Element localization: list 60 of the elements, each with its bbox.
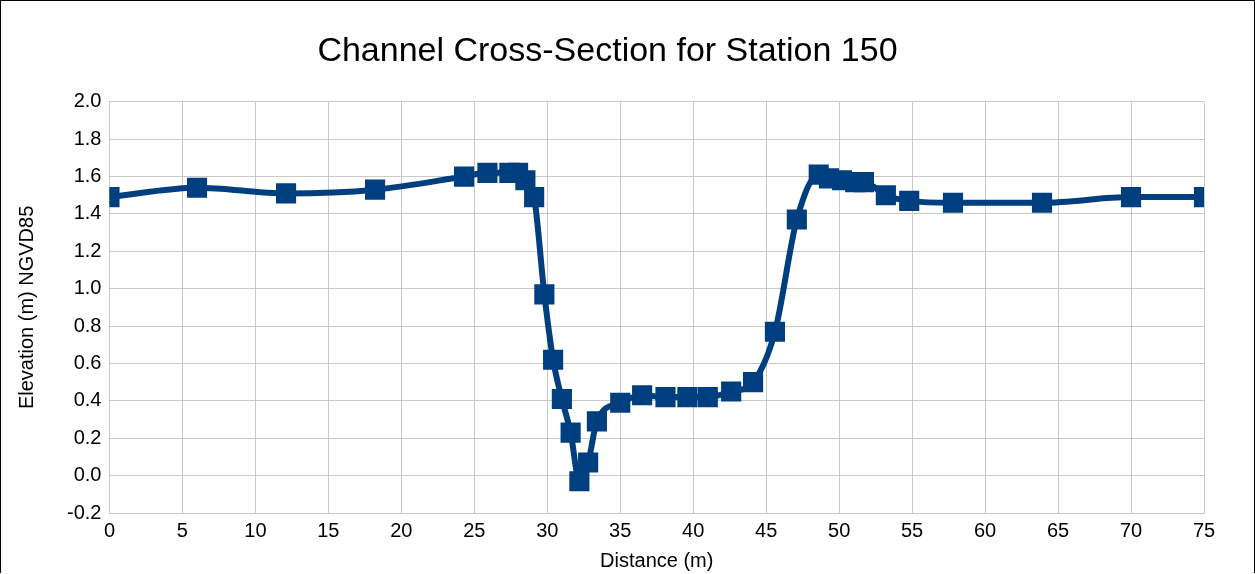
point xyxy=(875,185,896,206)
point xyxy=(899,190,920,211)
x-tick-label: 25 xyxy=(463,518,486,541)
point xyxy=(1120,187,1142,208)
x-tick-label: 40 xyxy=(682,518,705,541)
point xyxy=(454,166,475,187)
x-tick-label: 70 xyxy=(1119,518,1143,541)
point xyxy=(569,471,590,492)
point xyxy=(560,422,581,443)
x-tick-label: 30 xyxy=(536,518,559,541)
point xyxy=(586,411,607,432)
point xyxy=(578,452,599,473)
point xyxy=(365,179,386,200)
point xyxy=(721,381,742,402)
y-tick-label: 1.8 xyxy=(73,126,102,149)
x-tick-label: 65 xyxy=(1046,518,1070,541)
x-tick-label: 60 xyxy=(973,518,997,541)
point xyxy=(534,284,555,305)
x-tick-label: 5 xyxy=(176,518,188,541)
y-tick-label: 0.8 xyxy=(73,313,102,336)
x-axis-title: Distance (m) xyxy=(600,548,714,571)
x-tick-label: 20 xyxy=(390,518,413,541)
y-tick-label: 1.4 xyxy=(73,201,102,224)
point xyxy=(742,372,764,393)
chart-title: Channel Cross-Section for Station 150 xyxy=(317,29,898,68)
y-tick-label: 0.4 xyxy=(73,388,102,411)
point xyxy=(551,388,572,410)
point xyxy=(186,177,208,198)
x-tick-label: 0 xyxy=(103,518,116,541)
point xyxy=(786,209,807,230)
point xyxy=(543,349,564,370)
point xyxy=(764,321,786,342)
point xyxy=(677,387,698,408)
x-tick-label: 10 xyxy=(244,518,267,541)
point xyxy=(515,170,536,191)
point xyxy=(655,387,676,408)
x-tick-label: 75 xyxy=(1192,518,1216,541)
y-tick-label: -0.2 xyxy=(66,500,102,523)
x-tick-label: 15 xyxy=(317,518,340,541)
y-tick-label: 1.2 xyxy=(73,238,102,261)
point xyxy=(524,187,545,208)
y-tick-label: 0.6 xyxy=(73,350,102,373)
x-tick-label: 35 xyxy=(609,518,632,541)
y-tick-label: 2.0 xyxy=(73,89,102,112)
point xyxy=(610,392,631,413)
x-tick-label: 50 xyxy=(828,518,851,541)
y-axis-title: Elevation (m) NGVD85 xyxy=(14,205,37,410)
y-tick-label: 1.6 xyxy=(73,164,102,187)
point xyxy=(853,172,875,193)
point xyxy=(632,385,653,406)
point xyxy=(1031,192,1053,213)
y-tick-label: 0.0 xyxy=(73,463,102,486)
point xyxy=(275,183,297,204)
y-tick-label: 0.2 xyxy=(73,425,102,448)
y-tick-label: 1.0 xyxy=(73,276,102,299)
point xyxy=(697,387,718,408)
point xyxy=(477,162,498,183)
x-tick-label: 55 xyxy=(901,518,924,541)
x-tick-label: 45 xyxy=(755,518,778,541)
point xyxy=(942,192,964,213)
